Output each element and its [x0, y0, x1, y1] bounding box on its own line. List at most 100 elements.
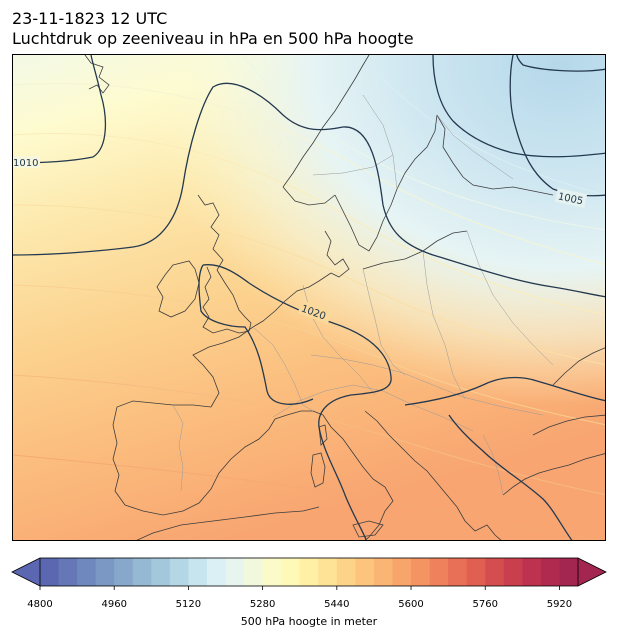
isobar-1010	[13, 55, 107, 164]
colorbar-segment	[206, 558, 226, 586]
isobar-1015-east	[404, 376, 605, 406]
coast-mediterranean-france	[274, 410, 324, 420]
colorbar-tick-label: 5120	[175, 599, 202, 610]
colorbar-segment	[429, 558, 449, 586]
colorbar-label: 500 hPa hoogte in meter	[240, 615, 378, 628]
border-7	[272, 384, 474, 432]
colorbar-segment	[411, 558, 430, 586]
coast-greece	[456, 506, 502, 540]
colorbar-segment	[281, 558, 301, 586]
colorbar-tick-label: 5920	[546, 599, 573, 610]
colorbar-segment	[318, 558, 338, 586]
border-11	[436, 114, 514, 180]
isobar-label-1010: 1010	[13, 158, 38, 169]
height-field-cold-anomaly	[13, 55, 605, 540]
colorbar-segment	[40, 558, 59, 586]
border-4	[422, 250, 466, 400]
contour-band-4	[13, 284, 605, 426]
contour-band-6	[13, 454, 599, 540]
coast-france-west	[192, 326, 254, 408]
colorbar-outline-right	[577, 557, 607, 587]
colorbar: 4800 4960 5120 5280 5440 5600 5760 5920 500 hPa…	[0, 555, 618, 639]
colorbar-segment	[522, 558, 542, 586]
height-contour-boundaries	[13, 55, 605, 540]
colorbar-svg	[11, 557, 607, 590]
colorbar-segment	[58, 558, 78, 586]
isobar-arc-top	[516, 55, 605, 72]
isobar-1015-south	[448, 414, 573, 540]
contour-band-cold-1	[362, 55, 605, 196]
colorbar-tick-label: 4960	[101, 599, 127, 610]
coast-sweden-baltic	[334, 114, 438, 252]
colorbar-tickmarks	[39, 586, 560, 590]
colorbar-segment	[485, 558, 505, 586]
border-1	[252, 326, 314, 412]
contour-band-3	[13, 204, 605, 366]
colorbar-segment	[355, 558, 375, 586]
colorbar-segment	[392, 558, 412, 586]
coast-black-sea-south	[532, 414, 605, 436]
colorbar-segment	[188, 558, 208, 586]
colorbar-segment	[77, 558, 97, 586]
border-8	[172, 404, 184, 492]
colorbar-segment	[299, 558, 319, 586]
coast-adriatic	[364, 410, 458, 508]
coast-finland	[436, 114, 554, 196]
colorbar-segments	[40, 558, 579, 586]
isobar-1020-loop	[198, 264, 314, 405]
colorbar-outline	[39, 557, 579, 587]
colorbar-segment	[373, 558, 393, 586]
coastlines	[84, 55, 605, 540]
coast-scotland	[197, 194, 224, 271]
coast-norway-south	[282, 186, 336, 206]
coast-sicily	[352, 520, 384, 538]
coast-denmark	[324, 230, 350, 278]
colorbar-segment	[225, 558, 245, 586]
coast-italy	[322, 414, 394, 540]
coast-north-sea	[252, 272, 332, 328]
coast-aegean	[502, 453, 605, 496]
colorbar-segment	[114, 558, 134, 586]
colorbar-tick-label: 5760	[472, 599, 498, 610]
map-title-description: Luchtdruk op zeeniveau in hPa en 500 hPa…	[12, 29, 414, 48]
colorbar-segment	[503, 558, 523, 586]
coast-corsica	[318, 424, 328, 446]
weather-map: 1010 1020 1005	[12, 54, 606, 541]
coast-sardinia	[310, 452, 326, 488]
border-6	[310, 354, 544, 416]
isobar-1015	[13, 82, 605, 298]
coast-ireland	[156, 260, 200, 318]
colorbar-segment	[151, 558, 171, 586]
border-3	[362, 268, 406, 376]
colorbar-outline-left	[11, 557, 41, 587]
colorbar-segment	[169, 558, 189, 586]
colorbar-tick-label: 5280	[249, 599, 276, 610]
colorbar-segment	[336, 558, 356, 586]
colorbar-segment	[244, 558, 264, 586]
contour-band-1	[13, 82, 605, 265]
map-title-block: 23-11-1823 12 UTC Luchtdruk op zeeniveau…	[12, 9, 414, 49]
coast-great-britain	[202, 266, 252, 334]
contour-band-cold-2	[452, 55, 605, 140]
colorbar-tick-label: 5600	[398, 599, 424, 610]
border-9	[312, 154, 394, 176]
colorbar-segment	[448, 558, 468, 586]
isobars	[13, 55, 605, 540]
coast-iberia	[112, 400, 276, 516]
coast-norway	[282, 55, 370, 188]
isobar-label-1010-bg	[13, 156, 40, 168]
border-10	[362, 94, 398, 190]
coast-north-africa	[136, 506, 320, 540]
colorbar-segment	[262, 558, 282, 586]
colorbar-extend-min	[12, 558, 40, 586]
border-5	[466, 230, 554, 366]
isobar-label-1020-bg	[297, 299, 333, 325]
colorbar-segment	[540, 558, 560, 586]
contour-band-cold-3	[242, 55, 605, 231]
contour-band-2	[13, 132, 605, 316]
coast-black-sea	[552, 347, 605, 386]
isobar-1000	[432, 55, 605, 158]
colorbar-tick-label: 5440	[324, 599, 350, 610]
colorbar-segment	[466, 558, 486, 586]
colorbar-extend-max	[578, 558, 606, 586]
